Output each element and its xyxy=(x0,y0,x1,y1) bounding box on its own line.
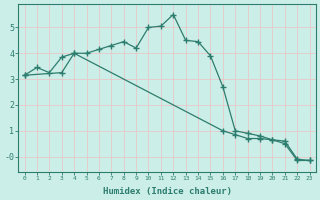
X-axis label: Humidex (Indice chaleur): Humidex (Indice chaleur) xyxy=(103,187,232,196)
